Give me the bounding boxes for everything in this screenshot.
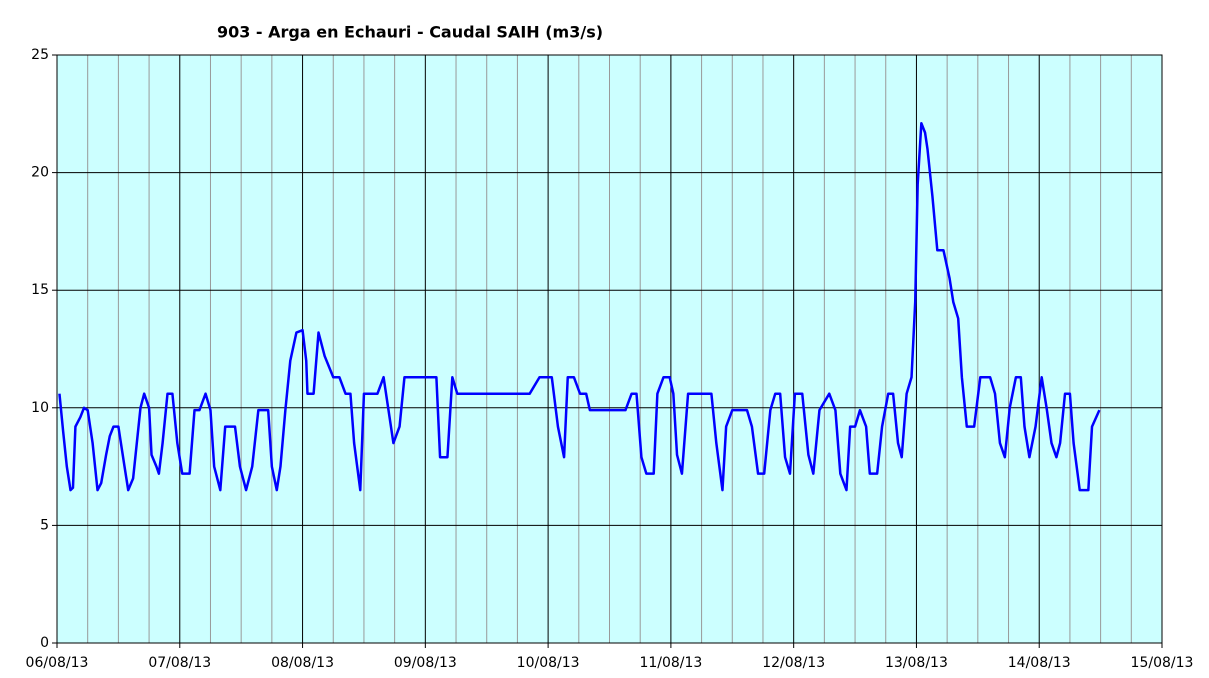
x-tick-label: 07/08/13 bbox=[148, 655, 211, 671]
y-tick-label: 10 bbox=[31, 400, 49, 416]
y-tick-label: 0 bbox=[40, 635, 49, 651]
x-tick-label: 10/08/13 bbox=[517, 655, 580, 671]
x-tick-label: 12/08/13 bbox=[762, 655, 825, 671]
y-tick-label: 20 bbox=[31, 165, 49, 181]
x-tick-label: 15/08/13 bbox=[1131, 655, 1194, 671]
chart-title: 903 - Arga en Echauri - Caudal SAIH (m3/… bbox=[217, 23, 603, 42]
x-tick-label: 14/08/13 bbox=[1008, 655, 1071, 671]
data-line bbox=[58, 121, 1101, 492]
y-tick-label: 15 bbox=[31, 282, 49, 298]
x-tick-label: 09/08/13 bbox=[394, 655, 457, 671]
y-tick-label: 25 bbox=[31, 47, 49, 63]
y-tick-label: 5 bbox=[40, 517, 49, 533]
x-tick-label: 11/08/13 bbox=[639, 655, 702, 671]
x-tick-label: 13/08/13 bbox=[885, 655, 948, 671]
x-tick-label: 06/08/13 bbox=[26, 655, 89, 671]
plot-border bbox=[56, 54, 1163, 644]
x-tick-label: 08/08/13 bbox=[271, 655, 334, 671]
